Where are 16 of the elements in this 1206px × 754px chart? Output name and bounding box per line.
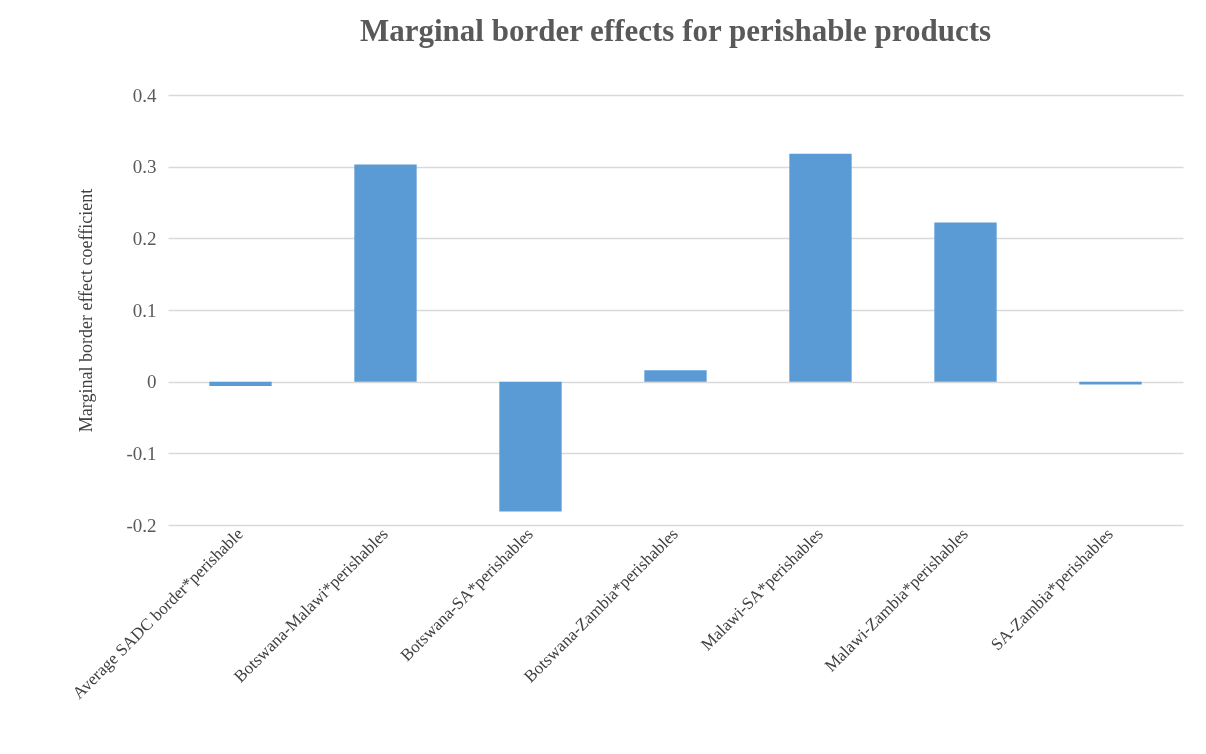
y-tick-label: 0.4 [132,84,157,106]
y-tick-label: 0.3 [132,156,157,178]
bar [789,153,852,382]
y-tick-label: 0 [147,371,157,393]
bar [354,164,417,382]
bar [644,370,707,382]
bar [499,381,562,512]
y-tick-label: 0.2 [132,227,157,249]
y-axis-title: Marginal border effect coefficient [76,188,97,433]
bar [209,381,272,386]
chart-title: Marginal border effects for perishable products [359,13,992,48]
bar [1079,381,1142,385]
y-tick-label: 0.1 [132,299,157,321]
bar [934,222,997,382]
y-tick-label: -0.1 [126,442,157,464]
y-tick-label: -0.2 [126,514,157,536]
